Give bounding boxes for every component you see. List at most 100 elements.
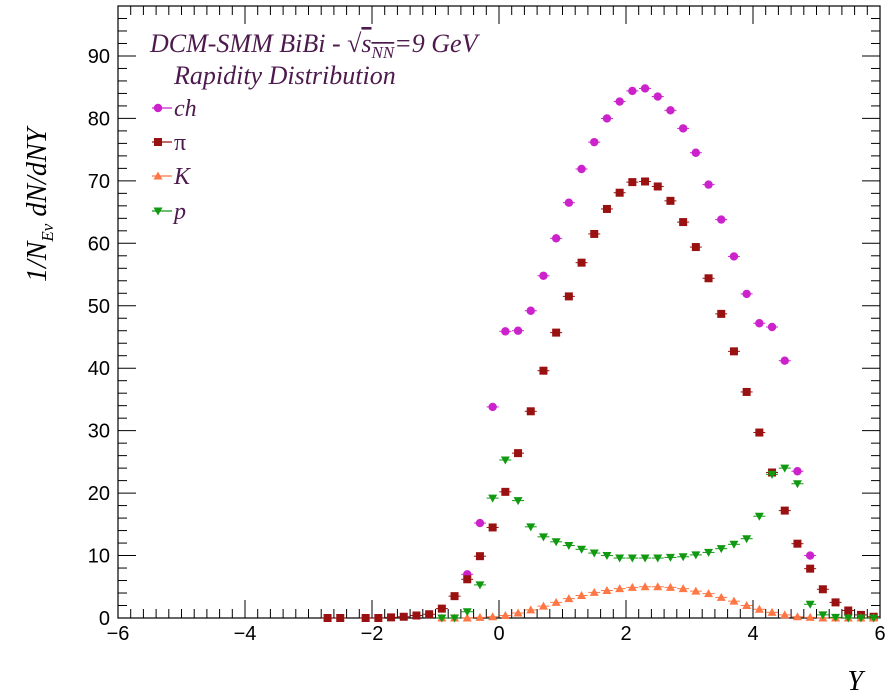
point-p	[577, 545, 587, 554]
point-p	[462, 608, 472, 617]
point-k	[577, 591, 587, 600]
point-pi	[399, 612, 408, 621]
point-k	[716, 592, 726, 601]
y-axis-title-prefix: 1/N	[22, 240, 53, 282]
sqrt-symbol: √	[347, 29, 362, 58]
point-k	[526, 605, 536, 614]
point-ch	[501, 327, 510, 336]
point-pi	[450, 592, 459, 601]
point-pi	[425, 610, 434, 619]
point-pi	[437, 604, 446, 613]
point-p	[742, 535, 752, 544]
point-k	[462, 613, 472, 622]
point-p	[615, 554, 625, 563]
point-p	[665, 553, 675, 562]
point-pi	[729, 347, 738, 356]
point-p	[691, 551, 701, 560]
point-p	[437, 614, 447, 623]
point-pi	[653, 182, 662, 191]
point-pi	[488, 523, 497, 532]
point-k	[691, 586, 701, 595]
point-pi	[793, 539, 802, 548]
chart-subtitle: Rapidity Distribution	[173, 61, 396, 90]
legend-marker-k	[153, 171, 163, 180]
point-ch	[475, 518, 485, 528]
series-pi	[321, 177, 880, 622]
point-ch	[704, 180, 713, 189]
y-tick-label: 80	[88, 108, 110, 130]
point-ch	[590, 137, 599, 147]
point-k	[551, 597, 561, 606]
point-ch	[793, 467, 802, 476]
point-ch	[539, 271, 548, 280]
point-p	[856, 614, 866, 623]
chart-title-main: DCM-SMM BiBi -	[149, 29, 347, 58]
point-k	[615, 584, 625, 593]
plot-frame	[117, 5, 881, 619]
point-pi	[552, 328, 561, 337]
point-k	[780, 610, 790, 619]
x-axis-title: Y	[847, 666, 866, 697]
legend-marker-p	[153, 207, 163, 216]
point-pi	[374, 614, 383, 622]
y-tick-label: 70	[88, 171, 110, 193]
point-p	[602, 552, 612, 561]
point-pi	[501, 487, 510, 496]
x-tick-label: 2	[620, 623, 631, 645]
point-pi	[526, 407, 535, 416]
y-tick-label: 0	[99, 608, 110, 630]
point-p	[653, 554, 663, 563]
point-k	[589, 587, 599, 596]
point-ch	[691, 148, 701, 157]
y-tick-label: 60	[88, 233, 110, 255]
axis-ticks	[117, 6, 881, 619]
point-pi	[641, 177, 650, 186]
y-tick-label: 50	[88, 296, 110, 318]
point-pi	[666, 196, 675, 205]
x-tick-label: 4	[747, 623, 758, 645]
y-tick-label: 20	[88, 483, 110, 505]
point-pi	[463, 575, 472, 584]
legend-marker-pi	[154, 138, 162, 146]
x-tick-label: 0	[493, 623, 504, 645]
point-p	[513, 497, 523, 506]
data-markers	[321, 84, 880, 623]
point-p	[767, 470, 777, 479]
point-p	[818, 611, 828, 620]
point-ch	[742, 289, 751, 299]
point-pi	[577, 258, 586, 267]
chart-title: DCM-SMM BiBi - √sNN=9 GeV	[149, 29, 481, 62]
x-tick-label: −4	[234, 623, 257, 645]
point-p	[805, 600, 815, 609]
point-ch	[767, 322, 777, 332]
point-ch	[526, 306, 535, 315]
y-tick-label: 30	[88, 421, 110, 443]
point-p	[792, 480, 802, 489]
point-ch	[488, 402, 497, 412]
plot-frame-rect	[117, 5, 881, 619]
point-pi	[628, 178, 637, 187]
point-p	[538, 533, 548, 542]
point-k	[500, 611, 510, 620]
point-pi	[844, 606, 853, 615]
title-energy: =9 GeV	[394, 29, 480, 58]
point-p	[627, 554, 637, 563]
point-pi	[691, 243, 700, 252]
point-k	[754, 604, 764, 613]
point-pi	[590, 229, 599, 238]
point-p	[500, 456, 510, 465]
point-pi	[514, 449, 523, 458]
point-ch	[755, 319, 764, 328]
point-pi	[806, 564, 815, 573]
point-p	[704, 548, 714, 557]
point-ch	[640, 84, 650, 93]
point-p	[526, 523, 536, 532]
point-p	[450, 614, 460, 623]
point-ch	[615, 97, 624, 106]
x-tick-label: −2	[361, 623, 384, 645]
series-ch	[461, 84, 817, 579]
point-k	[678, 584, 688, 593]
point-k	[665, 582, 675, 591]
y-tick-label: 40	[88, 358, 110, 380]
